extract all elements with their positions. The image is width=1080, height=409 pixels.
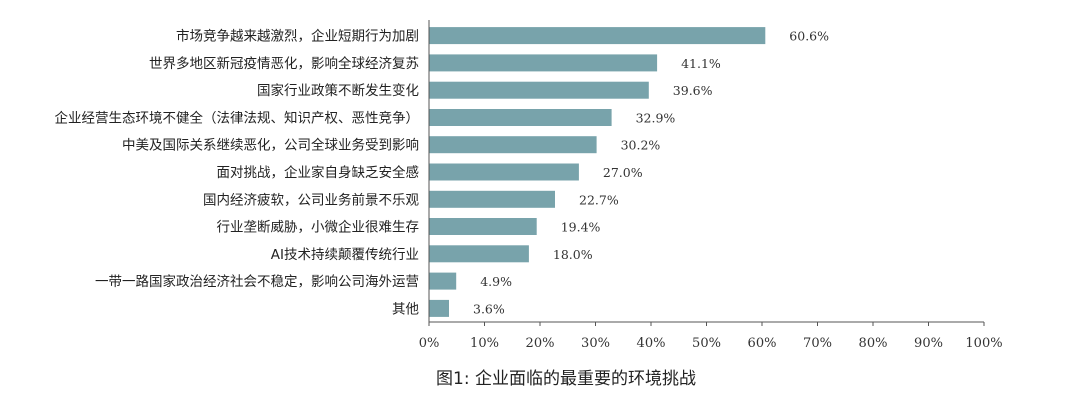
bar — [429, 272, 457, 290]
category-label: 市场竞争越来越激烈，企业短期行为加剧 — [176, 28, 419, 45]
x-tick-label: 90% — [914, 336, 943, 351]
value-label: 30.2% — [621, 138, 661, 153]
value-label: 41.1% — [681, 56, 721, 71]
x-tick-label: 50% — [692, 336, 721, 351]
x-tick-label: 0% — [419, 336, 440, 351]
bar — [429, 299, 449, 317]
category-labels: 市场竞争越来越激烈，企业短期行为加剧世界多地区新冠疫情恶化，影响全球经济复苏国家… — [55, 28, 420, 318]
x-tick-label: 10% — [470, 336, 499, 351]
value-label: 32.9% — [636, 111, 676, 126]
value-label: 19.4% — [561, 220, 601, 235]
value-label: 27.0% — [603, 165, 643, 180]
x-tick-label: 40% — [637, 336, 666, 351]
axes — [428, 20, 985, 326]
bar — [429, 27, 766, 45]
value-label: 3.6% — [473, 301, 505, 316]
x-tick-label: 20% — [526, 336, 555, 351]
category-label: 中美及国际关系继续恶化，公司全球业务受到影响 — [122, 137, 419, 154]
category-label: 国家行业政策不断发生变化 — [257, 82, 419, 99]
value-labels: 60.6% 41.1% 39.6% 32.9% 30.2% 27.0% 22.7% 19.4%… — [473, 29, 829, 317]
category-label: 面对挑战，企业家自身缺乏安全感 — [217, 164, 420, 181]
bar — [429, 136, 597, 154]
category-label: 企业经营生态环境不健全（法律法规、知识产权、恶性竞争） — [55, 110, 420, 127]
x-tick-label: 70% — [803, 336, 832, 351]
x-tick-label: 60% — [748, 336, 777, 351]
bars-layer — [429, 27, 766, 317]
value-label: 60.6% — [789, 29, 829, 44]
bar — [429, 190, 555, 208]
category-label: AI技术持续颠覆传统行业 — [271, 247, 419, 263]
x-tick-label: 30% — [581, 336, 610, 351]
value-label: 39.6% — [673, 83, 713, 98]
bar — [429, 54, 658, 72]
x-tick-label: 80% — [859, 336, 888, 351]
category-label: 其他 — [392, 301, 419, 317]
tick-labels: 0% 10% 20% 30% 40% 50% 60% 70% 80% 90% 100% — [419, 336, 1003, 351]
value-label: 18.0% — [553, 247, 593, 262]
value-label: 22.7% — [579, 192, 619, 207]
category-label: 国内经济疲软，公司业务前景不乐观 — [203, 191, 419, 208]
bar — [429, 81, 649, 99]
bar — [429, 163, 579, 181]
bar — [429, 245, 529, 263]
category-label: 一带一路国家政治经济社会不稳定，影响公司海外运营 — [95, 273, 419, 290]
bar — [429, 109, 612, 126]
bar — [429, 218, 537, 235]
category-label: 行业垄断威胁，小微企业很难生存 — [217, 219, 420, 236]
category-label: 世界多地区新冠疫情恶化，影响全球经济复苏 — [149, 55, 419, 72]
value-label: 4.9% — [480, 274, 512, 289]
chart-title: 图1: 企业面临的最重要的环境挑战 — [436, 369, 696, 389]
x-tick-label: 100% — [965, 336, 1002, 351]
